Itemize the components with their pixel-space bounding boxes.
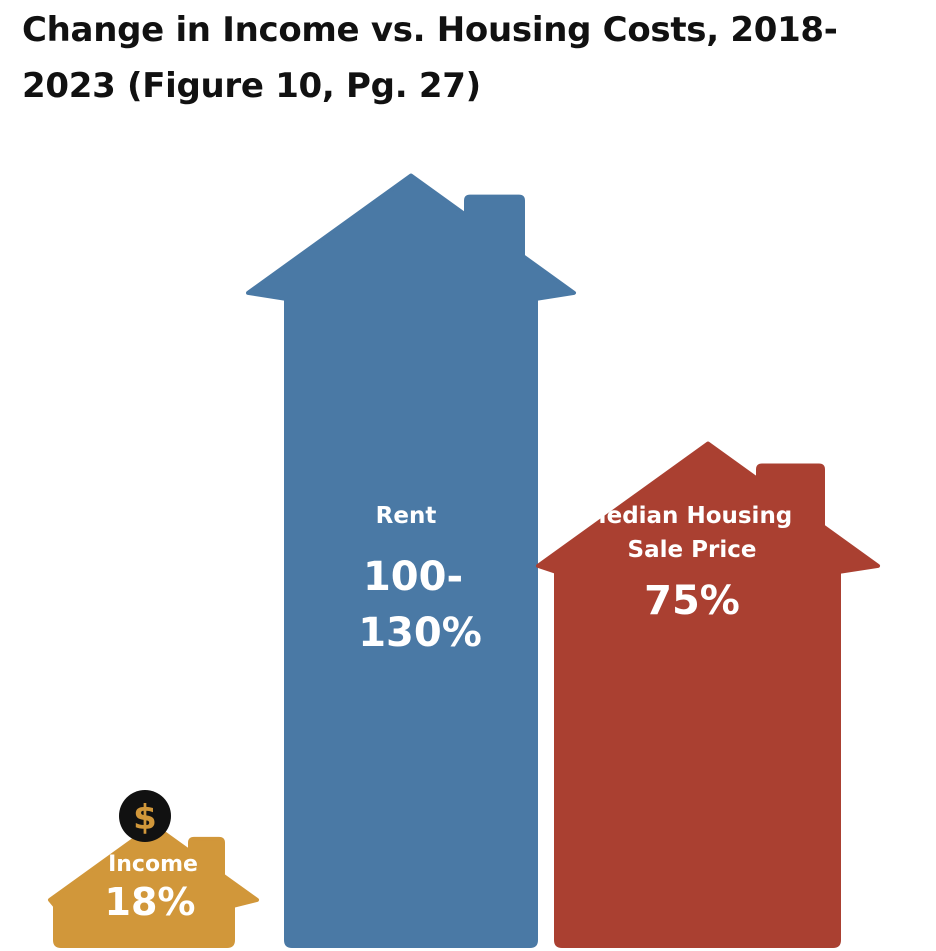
bar-median-housing-label-line-1: Median Housing bbox=[584, 503, 793, 529]
chart-title: Change in Income vs. Housing Costs, 2018… bbox=[22, 10, 838, 106]
bar-income-label: Income bbox=[108, 852, 198, 877]
bar-rent-value-line-1: 100- bbox=[363, 554, 463, 600]
bar-rent-shape bbox=[246, 173, 576, 948]
bar-income: $ Income 18% bbox=[48, 790, 259, 948]
dollar-coin-symbol: $ bbox=[133, 798, 157, 838]
bar-rent-value-line-2: 130% bbox=[358, 610, 482, 656]
bar-income-value: 18% bbox=[105, 880, 196, 924]
bar-rent-label: Rent bbox=[376, 503, 437, 529]
bar-rent-value: 100- 130% bbox=[358, 554, 482, 656]
bar-median-housing-value-line-1: 75% bbox=[644, 578, 740, 624]
bar-rent: Rent 100- 130% bbox=[246, 173, 576, 948]
bar-income-shape bbox=[48, 823, 259, 948]
bar-income-label-line-1: Income bbox=[108, 852, 198, 877]
bar-median-housing-shape bbox=[536, 441, 880, 948]
bar-median-housing: Median Housing Sale Price 75% bbox=[536, 441, 880, 948]
bar-median-housing-label-line-2: Sale Price bbox=[628, 537, 757, 563]
bar-income-value-line-1: 18% bbox=[105, 880, 196, 924]
dollar-coin-icon: $ bbox=[119, 790, 171, 842]
bar-rent-label-line-1: Rent bbox=[376, 503, 437, 529]
bar-median-housing-value: 75% bbox=[644, 578, 740, 624]
bar-median-housing-label: Median Housing Sale Price bbox=[584, 503, 801, 563]
